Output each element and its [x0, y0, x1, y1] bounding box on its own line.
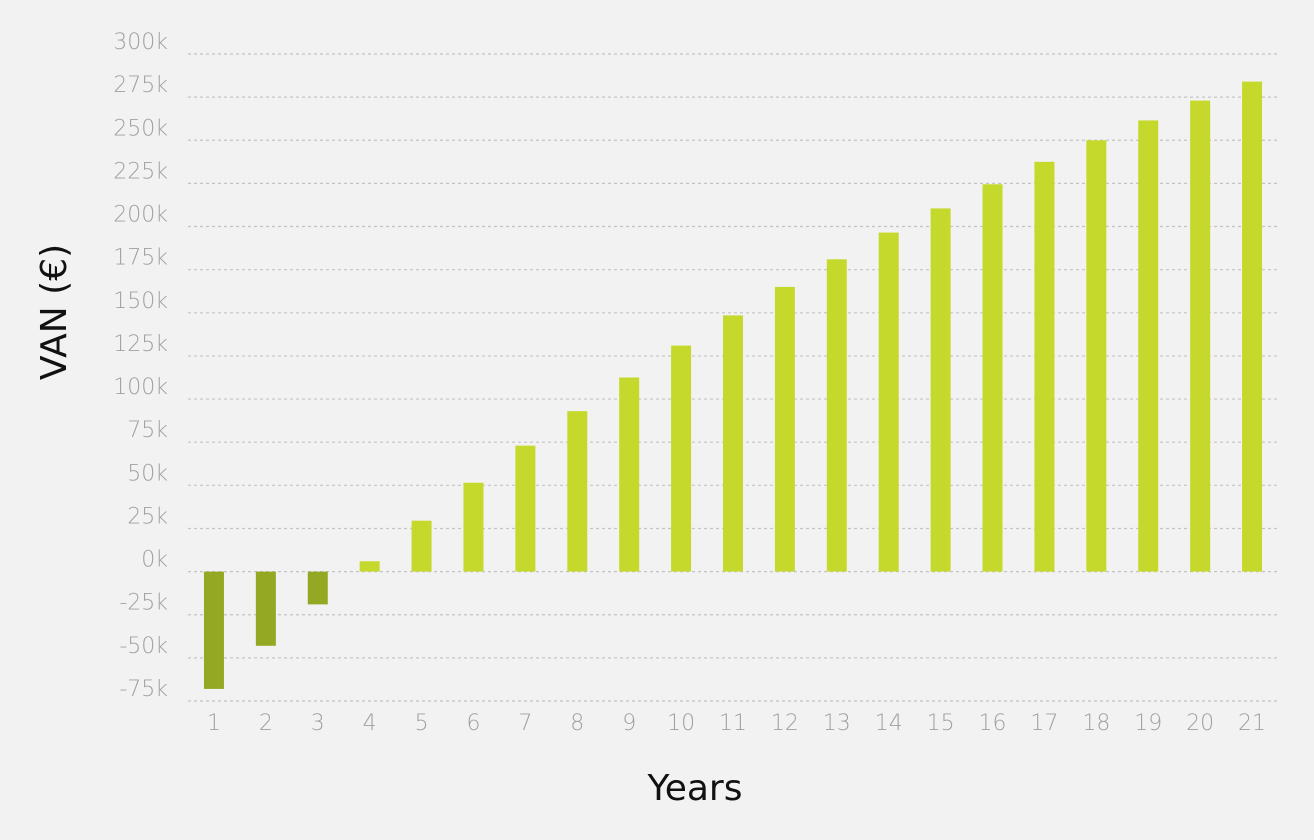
- bar: [878, 232, 899, 572]
- x-tick-label: 2: [259, 711, 273, 736]
- bar: [411, 520, 432, 572]
- bar: [1086, 140, 1107, 572]
- y-tick-label: 100k: [113, 375, 168, 400]
- x-tick-label: 20: [1186, 711, 1214, 736]
- bar: [1034, 161, 1055, 572]
- bar: [671, 345, 692, 572]
- bar: [619, 377, 640, 572]
- bar: [463, 482, 484, 572]
- x-tick-label: 5: [415, 711, 429, 736]
- x-tick-label: 12: [771, 711, 799, 736]
- y-tick-label: 175k: [113, 246, 168, 271]
- y-tick-label: 300k: [113, 30, 168, 55]
- x-tick-label: 14: [875, 711, 903, 736]
- x-tick-label: 16: [979, 711, 1007, 736]
- bar: [203, 571, 224, 689]
- x-tick-label: 18: [1082, 711, 1110, 736]
- bar: [515, 445, 536, 572]
- bar: [826, 259, 847, 572]
- bar: [1138, 120, 1159, 572]
- x-tick-label: 9: [622, 711, 636, 736]
- y-tick-label: 250k: [113, 116, 168, 141]
- bar: [307, 571, 328, 605]
- y-tick-label: 225k: [113, 159, 168, 184]
- y-tick-label: 150k: [113, 289, 168, 314]
- bar: [1242, 81, 1263, 572]
- x-tick-label: 21: [1238, 711, 1266, 736]
- bar: [255, 571, 276, 646]
- y-tick-label: -50k: [119, 634, 168, 659]
- bar: [930, 208, 951, 572]
- y-tick-label: 75k: [127, 418, 168, 443]
- x-tick-label: 7: [518, 711, 532, 736]
- y-tick-label: 25k: [127, 504, 168, 529]
- y-tick-label: 0k: [141, 548, 168, 573]
- x-tick-label: 17: [1030, 711, 1058, 736]
- x-tick-label: 4: [363, 711, 377, 736]
- x-tick-label: 1: [207, 711, 221, 736]
- bar: [723, 315, 743, 572]
- bar: [567, 411, 588, 572]
- x-tick-label: 19: [1134, 711, 1162, 736]
- x-tick-label: 11: [719, 711, 747, 736]
- y-tick-label: -75k: [119, 677, 168, 702]
- bar: [359, 561, 380, 572]
- x-tick-label: 6: [466, 711, 480, 736]
- bar: [982, 184, 1003, 572]
- y-tick-label: 125k: [113, 332, 168, 357]
- bar: [774, 286, 795, 572]
- x-tick-label: 8: [570, 711, 584, 736]
- y-tick-label: 50k: [127, 461, 168, 486]
- y-tick-label: 200k: [113, 203, 168, 228]
- y-tick-label: -25k: [119, 591, 168, 616]
- x-tick-label: 3: [311, 711, 325, 736]
- y-axis-title: VAN (€): [34, 244, 75, 380]
- x-tick-label: 15: [927, 711, 955, 736]
- x-tick-label: 10: [667, 711, 695, 736]
- bar: [1190, 100, 1211, 572]
- x-tick-label: 13: [823, 711, 851, 736]
- y-tick-label: 275k: [113, 73, 168, 98]
- x-axis-title: Years: [647, 768, 743, 809]
